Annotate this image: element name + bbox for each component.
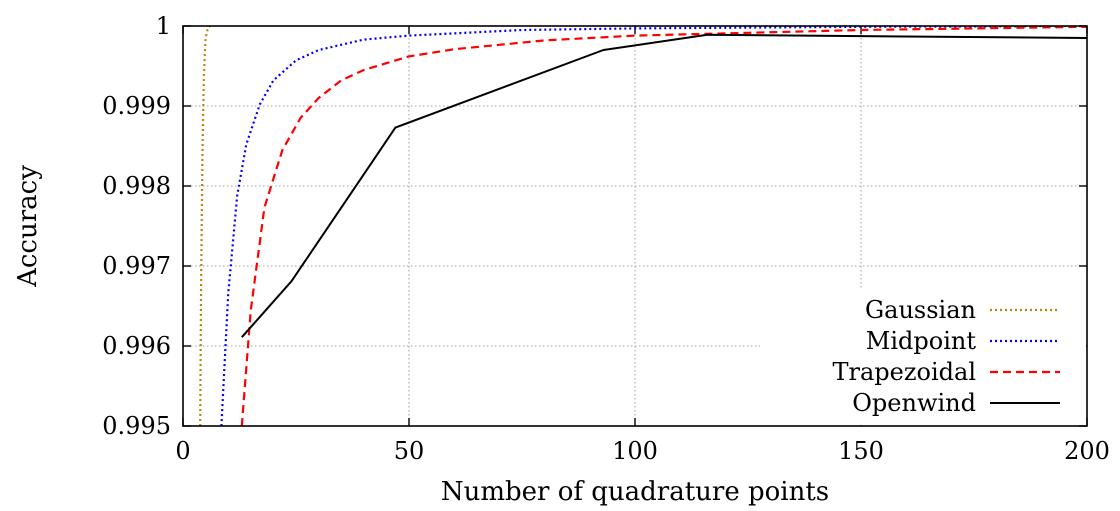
y-tick-label: 0.998 <box>102 172 171 200</box>
series-line-gaussian <box>199 26 211 426</box>
x-tick-label: 100 <box>612 437 658 465</box>
y-tick-label: 0.996 <box>102 332 171 360</box>
plot-frame <box>182 25 1088 427</box>
y-tick-label: 0.999 <box>102 92 171 120</box>
x-axis-title: Number of quadrature points <box>441 477 829 507</box>
y-tick-label: 1 <box>156 12 171 40</box>
x-tick-label: 0 <box>175 437 190 465</box>
series-line-openwind <box>241 33 1087 338</box>
y-axis-title: Accuracy <box>13 165 43 288</box>
series-line-midpoint <box>220 26 1087 426</box>
legend-label-openwind: Openwind <box>852 389 976 417</box>
series-layer <box>199 26 1087 426</box>
y-tick-label: 0.995 <box>102 412 171 440</box>
tick-labels: 0 50 100 150 200 0.995 0.996 0.997 0.998 0.999 1 <box>102 12 1110 465</box>
legend-label-gaussian: Gaussian <box>865 296 976 324</box>
legend: Gaussian Midpoint Trapezoidal Openwind <box>833 296 1060 417</box>
legend-label-midpoint: Midpoint <box>866 327 977 355</box>
series-line-trapezoidal <box>240 26 1087 426</box>
x-tick-label: 200 <box>1064 437 1110 465</box>
legend-label-trapezoidal: Trapezoidal <box>833 358 976 386</box>
x-tick-label: 150 <box>838 437 884 465</box>
x-tick-label: 50 <box>394 437 425 465</box>
y-tick-label: 0.997 <box>102 252 171 280</box>
